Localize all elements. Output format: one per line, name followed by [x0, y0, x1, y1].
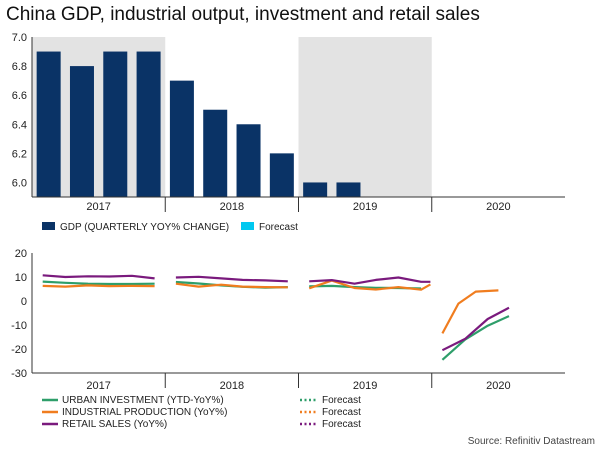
- series-line: [309, 276, 431, 285]
- y-tick-label: 20: [15, 248, 27, 260]
- x-tick-label: 2017: [86, 201, 110, 213]
- gdp-bar: [303, 182, 328, 197]
- y-tick-label: -20: [11, 344, 27, 356]
- y-tick-label: 6.0: [12, 177, 27, 189]
- series-line: [42, 274, 155, 280]
- series-line: [42, 284, 155, 288]
- x-tick-label: 2019: [353, 201, 377, 213]
- legend-swatch-gdp: [42, 222, 55, 230]
- series-line: [441, 315, 510, 361]
- y-tick-label: 7.0: [12, 32, 27, 44]
- gdp-bar: [236, 124, 261, 197]
- gdp-bar-chart: 7.0 6.8 6.6 6.4 6.2 6.0 2017 2018 2019 2020 GDP (Q…: [12, 32, 565, 233]
- series-line: [175, 275, 288, 283]
- gdp-bar: [169, 80, 194, 197]
- legend-label: RETAIL SALES (YoY%): [62, 419, 167, 430]
- x-tick-label: 2018: [220, 380, 244, 392]
- y-tick-label: -30: [11, 368, 27, 380]
- source-note: Source: Refinitiv Datastream: [468, 436, 595, 447]
- y-tick-label: 0: [21, 296, 27, 308]
- x-tick-label: 2019: [353, 380, 377, 392]
- gdp-bar: [203, 109, 228, 197]
- shaded-band-2019: [298, 37, 432, 197]
- y-tick-label: 6.8: [12, 61, 27, 73]
- gdp-bar: [69, 66, 94, 197]
- gdp-bar: [103, 51, 128, 197]
- legend-label: INDUSTRIAL PRODUCTION (YoY%): [62, 407, 227, 418]
- gdp-bar: [36, 51, 61, 197]
- legend-forecast-label: Forecast: [322, 419, 361, 430]
- legend-forecast-label: Forecast: [322, 395, 361, 406]
- legend-swatch-forecast: [241, 222, 254, 230]
- x-tick-label: 2017: [86, 380, 110, 392]
- gdp-bar: [336, 182, 361, 197]
- series-line: [441, 306, 510, 352]
- series-line: [42, 280, 155, 286]
- y-tick-label: 6.2: [12, 148, 27, 160]
- page-title: China GDP, industrial output, investment…: [6, 4, 480, 25]
- y-tick-label: -10: [11, 320, 27, 332]
- y-tick-label: 6.4: [12, 119, 27, 131]
- x-tick-label: 2020: [486, 380, 510, 392]
- y-tick-label: 10: [15, 272, 27, 284]
- legend-label-gdp: GDP (QUARTERLY YOY% CHANGE): [60, 222, 229, 233]
- gdp-bar: [269, 153, 294, 197]
- activity-line-chart: 20 10 0 -10 -20 -30 2017 2018 2019 2020 URBAN INVE…: [11, 248, 565, 430]
- legend-forecast-label: Forecast: [322, 407, 361, 418]
- legend-label: URBAN INVESTMENT (YTD-YoY%): [62, 395, 224, 406]
- y-tick-label: 6.6: [12, 90, 27, 102]
- series-line: [175, 282, 288, 289]
- series-line: [441, 289, 499, 334]
- legend-label-forecast: Forecast: [259, 222, 298, 233]
- gdp-bar: [136, 51, 161, 197]
- x-tick-label: 2018: [220, 201, 244, 213]
- x-tick-label: 2020: [486, 201, 510, 213]
